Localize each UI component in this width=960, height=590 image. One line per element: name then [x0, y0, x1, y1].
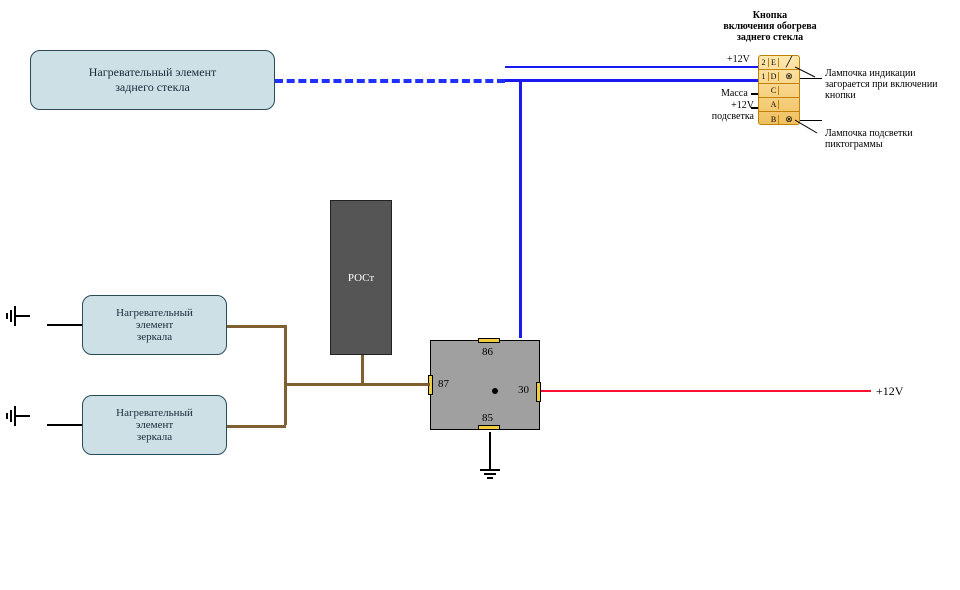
- brown-resistor-stub: [361, 355, 364, 385]
- blue-wire-dashed: [275, 79, 505, 83]
- relay-pin-86: [478, 338, 500, 343]
- brown-wire-vertical: [284, 325, 287, 425]
- resistor-label: РОСт: [348, 272, 374, 284]
- indicator-1: Лампочка индикации: [825, 68, 938, 79]
- blue-wire-vertical: [519, 80, 522, 338]
- button-title-3: заднего стекла: [685, 32, 855, 43]
- pictogram-1: Лампочка подсветки: [825, 128, 913, 139]
- pin-87-label: 87: [438, 378, 449, 390]
- brown-to-mirror1: [227, 325, 286, 328]
- indicator-2: загорается при включении: [825, 79, 938, 90]
- ground-label: Масса: [721, 88, 748, 99]
- pictogram-label: Лампочка подсветки пиктограммы: [825, 128, 913, 150]
- mirror-heater-box-2: Нагревательный элемент зеркала: [82, 395, 227, 455]
- red-wire: [541, 390, 871, 392]
- rear-heater-box: Нагревательный элемент заднего стекла: [30, 50, 275, 110]
- ground-wire-2: [47, 424, 82, 426]
- indicator-label: Лампочка индикации загорается при включе…: [825, 68, 938, 101]
- button-title: Кнопка включения обогрева заднего стекла: [685, 10, 855, 43]
- backlight-12v: +12V подсветка: [702, 100, 754, 122]
- backlight-12v-a: +12V: [702, 100, 754, 111]
- backlight-12v-b: подсветка: [702, 111, 754, 122]
- mirror-heater-1-label: Нагревательный элемент зеркала: [116, 307, 193, 343]
- button-connector: 2E╱ 1D⊗ C A B⊗: [758, 55, 800, 125]
- plus12-right-label: +12V: [876, 384, 903, 399]
- relay-dot: [492, 388, 498, 394]
- pin-85-label: 85: [482, 412, 493, 424]
- callout-svg: [795, 55, 835, 135]
- pin-86-label: 86: [482, 346, 493, 358]
- brown-to-mirror2: [227, 425, 286, 428]
- button-wire-c: [751, 93, 758, 95]
- button-title-2: включения обогрева: [685, 21, 855, 32]
- mirror-heater-2-label: Нагревательный элемент зеркала: [116, 407, 193, 443]
- relay-pin-85: [478, 425, 500, 430]
- button-wire-a: [751, 107, 758, 109]
- brown-wire-relay-h: [284, 383, 430, 386]
- mirror-heater-box-1: Нагревательный элемент зеркала: [82, 295, 227, 355]
- rear-heater-label: Нагревательный элемент заднего стекла: [89, 65, 217, 95]
- plus12-top-label: +12V: [727, 54, 750, 65]
- blue-wire-thin: [505, 66, 758, 68]
- pin-30-label: 30: [518, 384, 529, 396]
- button-title-1: Кнопка: [685, 10, 855, 21]
- relay-pin-30: [536, 382, 541, 402]
- resistor-box: РОСт: [330, 200, 392, 355]
- pictogram-2: пиктограммы: [825, 139, 913, 150]
- ground-wire-1: [47, 324, 82, 326]
- indicator-3: кнопки: [825, 90, 938, 101]
- blue-wire-top: [505, 79, 758, 82]
